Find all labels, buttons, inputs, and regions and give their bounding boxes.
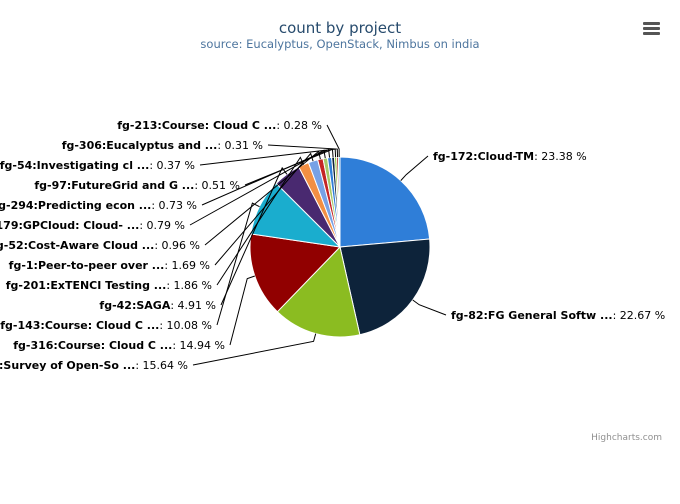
data-label-value: : 0.51 % [194, 179, 240, 192]
data-label-name: fg-316:Course: Cloud C ... [13, 339, 172, 352]
label-connector [229, 275, 255, 346]
data-label-name: fg-201:ExTENCI Testing ... [6, 279, 167, 292]
data-label: fg-143:Course: Cloud C ...: 10.08 % [0, 319, 212, 332]
pie-slice[interactable] [276, 245, 361, 338]
chart-title: count by project [279, 19, 401, 37]
data-label-value: : 0.31 % [217, 139, 263, 152]
data-label-name: fg-172:Cloud-TM [433, 150, 534, 163]
label-connector [326, 124, 340, 158]
data-label: fg-316:Course: Cloud C ...: 14.94 % [13, 339, 225, 352]
label-connector [412, 299, 447, 316]
data-label: fg-306:Eucalyptus and ...: 0.31 % [62, 139, 263, 152]
data-label-value: : 4.91 % [170, 299, 216, 312]
data-label: fg-97:FutureGrid and G ...: 0.51 % [34, 179, 240, 192]
data-label-name: fg-3:Survey of Open-So ... [0, 359, 135, 372]
data-label-name: fg-294:Predicting econ ... [0, 199, 151, 212]
chart-subtitle: source: Eucalyptus, OpenStack, Nimbus on… [200, 37, 479, 51]
data-label-value: : 14.94 % [172, 339, 225, 352]
data-label: fg-172:Cloud-TM: 23.38 % [433, 150, 587, 163]
data-label-value: : 1.86 % [166, 279, 212, 292]
data-label: fg-3:Survey of Open-So ...: 15.64 % [0, 359, 188, 372]
label-connector [216, 202, 260, 326]
data-label-value: : 10.08 % [159, 319, 212, 332]
pie-slice[interactable] [339, 238, 431, 336]
pie-slices [249, 156, 431, 338]
data-label: fg-1:Peer-to-peer over ...: 1.69 % [9, 259, 210, 272]
data-label: fg-52:Cost-Aware Cloud ...: 0.96 % [0, 239, 200, 252]
data-label-value: : 0.28 % [276, 119, 322, 132]
highcharts-credits[interactable]: Highcharts.com [591, 433, 662, 443]
data-label: fg-294:Predicting econ ...: 0.73 % [0, 199, 197, 212]
data-label: fg-82:FG General Softw ...: 22.67 % [451, 309, 665, 322]
pie-slice[interactable] [339, 156, 431, 248]
data-label-value: : 0.37 % [149, 159, 195, 172]
data-labels: fg-172:Cloud-TM: 23.38 % fg-82:FG General… [0, 119, 665, 372]
data-label-name: fg-52:Cost-Aware Cloud ... [0, 239, 154, 252]
data-label-value: : 0.96 % [154, 239, 200, 252]
data-label-name: fg-1:Peer-to-peer over ... [9, 259, 165, 272]
data-label-name: fg-143:Course: Cloud C ... [0, 319, 159, 332]
data-label-value: : 23.38 % [534, 150, 587, 163]
label-connectors [189, 124, 447, 366]
data-label-value: : 15.64 % [135, 359, 188, 372]
data-label: fg-42:SAGA: 4.91 % [99, 299, 216, 312]
data-label: fg-213:Course: Cloud C ...: 0.28 % [117, 119, 322, 132]
data-label: fg-54:Investigating cl ...: 0.37 % [0, 159, 195, 172]
data-label: fg-201:ExTENCI Testing ...: 1.86 % [6, 279, 212, 292]
data-label-name: fg-54:Investigating cl ... [0, 159, 149, 172]
label-connector [267, 144, 339, 158]
data-label: fg-179:GPCloud: Cloud- ...: 0.79 % [0, 219, 185, 232]
data-label-value: : 22.67 % [613, 309, 666, 322]
label-connector [400, 155, 429, 181]
hamburger-menu-icon[interactable] [636, 16, 666, 42]
data-label-name: fg-82:FG General Softw ... [451, 309, 613, 322]
data-label-value: : 1.69 % [164, 259, 210, 272]
data-label-name: fg-97:FutureGrid and G ... [34, 179, 194, 192]
label-connector [214, 152, 314, 266]
data-label-value: : 0.79 % [139, 219, 185, 232]
data-label-value: : 0.73 % [151, 199, 197, 212]
data-label-name: fg-306:Eucalyptus and ... [62, 139, 218, 152]
data-label-name: fg-42:SAGA [99, 299, 170, 312]
data-label-name: fg-213:Course: Cloud C ... [117, 119, 276, 132]
label-connector [192, 333, 317, 366]
data-label-name: fg-179:GPCloud: Cloud- ... [0, 219, 139, 232]
